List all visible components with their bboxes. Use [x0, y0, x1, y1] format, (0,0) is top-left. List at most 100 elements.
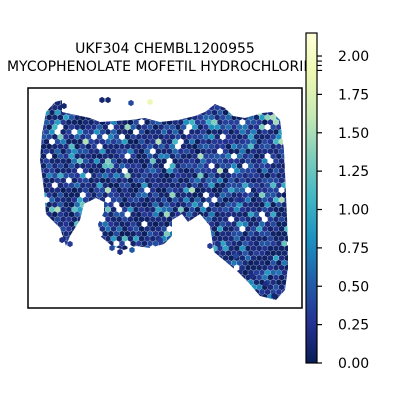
- spot: [228, 148, 234, 155]
- spot: [256, 274, 262, 281]
- spot: [133, 157, 139, 165]
- spot: [164, 221, 170, 228]
- spot: [267, 128, 274, 136]
- spot: [200, 128, 206, 136]
- spot: [66, 119, 72, 126]
- spot: [211, 119, 218, 126]
- spot: [63, 182, 69, 189]
- spot: [259, 114, 265, 121]
- spot: [203, 124, 209, 131]
- spot: [59, 236, 65, 244]
- spot: [278, 225, 285, 233]
- spot: [60, 225, 66, 233]
- spot: [152, 153, 159, 160]
- spot: [253, 269, 260, 276]
- spot: [158, 172, 164, 179]
- spot: [217, 187, 223, 194]
- spot: [225, 153, 232, 160]
- spot: [273, 157, 279, 165]
- spot: [68, 201, 75, 208]
- spot: [94, 128, 100, 136]
- spot: [242, 259, 248, 266]
- spot: [169, 182, 176, 189]
- spot: [113, 191, 120, 199]
- spot: [200, 167, 206, 174]
- spot: [94, 167, 100, 174]
- spot: [253, 230, 260, 237]
- spot: [96, 182, 103, 189]
- spot: [158, 143, 164, 150]
- spot: [208, 182, 215, 189]
- spot: [242, 172, 248, 179]
- spot: [166, 148, 173, 155]
- spot: [239, 128, 246, 136]
- spot: [113, 124, 120, 131]
- spot: [108, 133, 114, 140]
- spot: [113, 221, 120, 228]
- spot: [116, 187, 122, 194]
- spot: [256, 206, 262, 213]
- spot: [225, 211, 232, 218]
- spot: [178, 206, 184, 213]
- spot: [122, 157, 128, 165]
- spot: [175, 182, 181, 189]
- spot: [242, 269, 248, 276]
- spot: [141, 172, 148, 179]
- spot: [169, 153, 176, 160]
- spot: [236, 182, 243, 189]
- spot: [180, 143, 187, 150]
- spot: [249, 272, 255, 280]
- spot: [192, 182, 198, 189]
- spot: [253, 211, 260, 218]
- spot: [116, 157, 122, 165]
- spot: [248, 172, 254, 179]
- spot: [278, 196, 285, 203]
- spot: [166, 187, 173, 194]
- spot: [127, 167, 134, 174]
- spot: [242, 230, 248, 237]
- spot: [80, 143, 86, 150]
- spot: [46, 124, 52, 131]
- spot: [222, 148, 229, 155]
- spot: [262, 245, 268, 252]
- spot: [192, 124, 198, 131]
- spot: [46, 172, 52, 179]
- spot: [222, 167, 229, 174]
- spot: [138, 206, 145, 213]
- spot: [270, 211, 276, 218]
- spot: [164, 201, 170, 208]
- spot: [172, 138, 178, 145]
- spot: [144, 235, 150, 242]
- spot: [127, 235, 134, 242]
- spot: [259, 259, 265, 266]
- spot: [197, 143, 204, 150]
- spot: [214, 104, 220, 111]
- spot: [267, 167, 274, 174]
- spot: [60, 119, 66, 126]
- spot: [208, 143, 215, 150]
- spot: [99, 157, 106, 165]
- spot: [63, 114, 69, 121]
- spot: [270, 240, 276, 247]
- spot: [63, 172, 69, 179]
- spot: [130, 133, 136, 140]
- spot: [270, 143, 276, 150]
- spot: [108, 230, 114, 237]
- spot: [158, 201, 164, 208]
- spot: [102, 143, 108, 150]
- spot: [74, 182, 80, 189]
- spot: [88, 119, 94, 126]
- spot: [217, 109, 223, 116]
- spot: [225, 250, 232, 257]
- spot: [259, 162, 265, 169]
- spot: [52, 162, 58, 169]
- spot: [245, 235, 251, 242]
- spot: [105, 235, 111, 242]
- spot: [233, 252, 239, 260]
- spot: [228, 245, 234, 252]
- spot: [155, 206, 162, 213]
- spot: [197, 182, 204, 189]
- spot: [203, 133, 209, 140]
- spot: [155, 216, 162, 223]
- spot: [150, 187, 156, 194]
